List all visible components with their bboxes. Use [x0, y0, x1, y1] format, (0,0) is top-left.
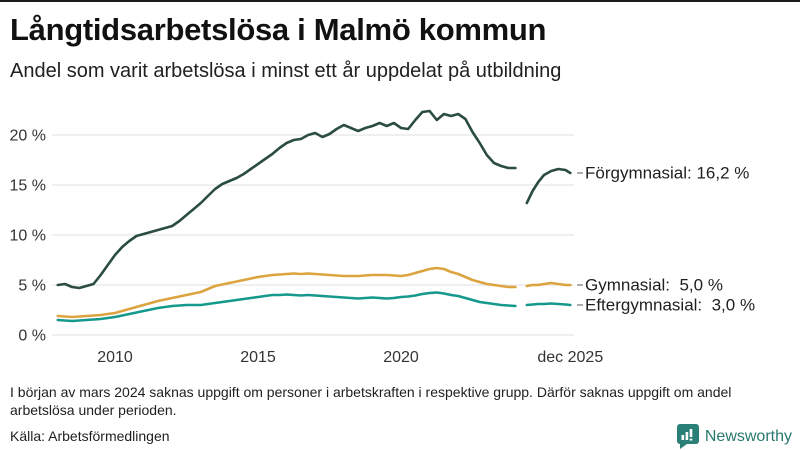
series-line-gymnasial — [525, 281, 572, 288]
page-title: Långtidsarbetslösa i Malmö kommun — [10, 12, 547, 47]
newsworthy-wordmark: Newsworthy — [704, 427, 792, 445]
series-line-eftergymnasial — [525, 302, 572, 307]
y-tick-label: 15 % — [10, 178, 46, 195]
page-subtitle: Andel som varit arbetslösa i minst ett å… — [10, 60, 562, 82]
newsworthy-icon — [676, 424, 699, 449]
y-tick-label: 20 % — [10, 128, 46, 145]
y-tick-label: 10 % — [10, 228, 46, 245]
x-tick-label: 2015 — [240, 349, 276, 366]
y-tick-label: 0 % — [18, 328, 46, 345]
footnote: I början av mars 2024 saknas uppgift om … — [10, 384, 732, 418]
series-end-label-eftergymnasial: Eftergymnasial: 3,0 % — [585, 296, 755, 315]
series-end-label-förgymnasial: Förgymnasial: 16,2 % — [585, 164, 749, 183]
source-label: Källa: Arbetsförmedlingen — [10, 428, 170, 444]
newsworthy-logo: Newsworthy — [676, 424, 792, 449]
x-tick-label: 2020 — [383, 349, 419, 366]
y-tick-label: 5 % — [18, 278, 46, 295]
series-end-label-gymnasial: Gymnasial: 5,0 % — [585, 276, 723, 295]
x-tick-label: dec 2025 — [537, 349, 603, 366]
series-line-förgymnasial — [525, 167, 572, 205]
series-line-förgymnasial — [56, 109, 517, 290]
series-line-gymnasial — [56, 266, 517, 319]
x-tick-label: 2010 — [97, 349, 133, 366]
series-line-eftergymnasial — [56, 291, 517, 323]
